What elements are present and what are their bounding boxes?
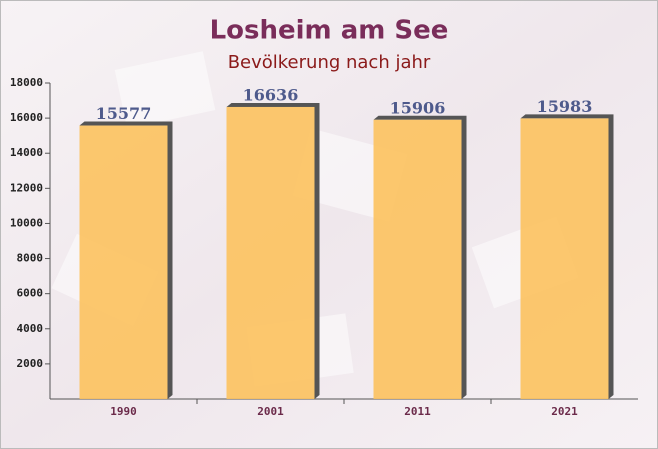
y-tick-label: 18000 [10,76,43,89]
y-tick-label: 12000 [10,181,43,194]
value-label: 15577 [96,104,152,123]
bar [373,119,462,400]
y-tick-label: 6000 [17,287,44,300]
x-tick-label: 1990 [110,405,137,418]
x-tick-label: 2011 [404,405,431,418]
y-tick-label: 10000 [10,216,43,229]
y-tick-label: 14000 [10,146,43,159]
x-tick-label: 2001 [257,405,284,418]
y-tick-label: 16000 [10,111,43,124]
x-tick-label: 2021 [551,405,578,418]
bar [79,125,168,399]
y-tick-label: 2000 [17,357,44,370]
y-tick-label: 8000 [17,252,44,265]
y-tick-label: 4000 [17,322,44,335]
bar [226,106,315,400]
value-label: 15983 [537,97,593,116]
bar [520,118,609,400]
value-label: 15906 [390,98,446,117]
chart-title: Losheim am See [210,16,449,46]
chart-subtitle: Bevölkerung nach jahr [228,52,431,73]
value-label: 16636 [243,85,299,104]
